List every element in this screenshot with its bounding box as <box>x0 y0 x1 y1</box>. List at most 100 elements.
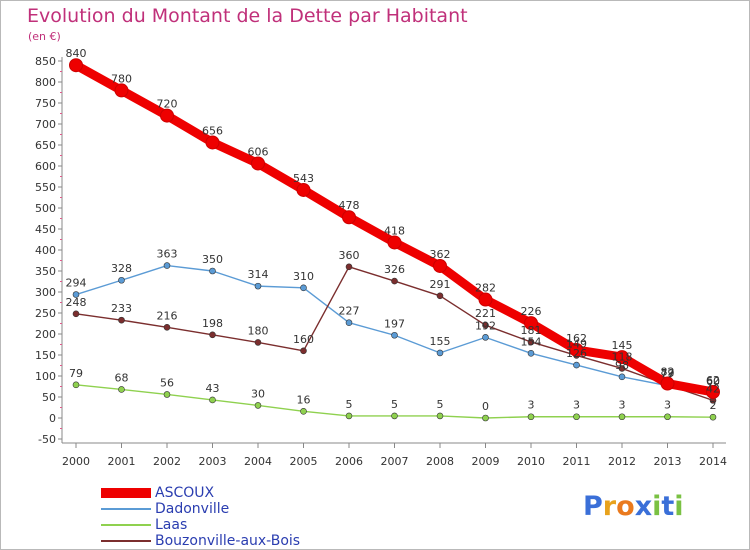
series-point-0 <box>251 156 265 171</box>
x-tick-label: 2000 <box>62 455 90 468</box>
y-tick-label: 250 <box>35 307 56 320</box>
legend-swatch-bouzonville <box>101 540 151 542</box>
series-point-1 <box>482 334 489 341</box>
series-point-0 <box>387 235 402 250</box>
series-point-0 <box>615 350 629 365</box>
series-point-1 <box>209 267 216 275</box>
data-label-1: 192 <box>475 319 496 332</box>
x-tick-label: 2008 <box>426 455 454 468</box>
series-point-2 <box>527 413 535 421</box>
data-label-1: 294 <box>66 277 87 290</box>
x-tick-label: 2004 <box>244 455 272 468</box>
series-point-3 <box>345 263 353 271</box>
data-label-1: 126 <box>566 347 587 360</box>
data-label-3: 198 <box>202 317 223 330</box>
series-point-3 <box>618 365 626 372</box>
data-label-3: 216 <box>157 309 178 322</box>
x-tick-label: 2007 <box>381 455 409 468</box>
data-label-0: 145 <box>612 339 633 352</box>
data-label-1: 60 <box>706 375 720 388</box>
data-label-0: 162 <box>566 332 587 345</box>
data-label-2: 5 <box>437 398 444 411</box>
series-point-3 <box>300 347 307 355</box>
x-tick-label: 2011 <box>563 455 591 468</box>
series-point-2 <box>573 413 580 421</box>
chart-title: Evolution du Montant de la Dette par Hab… <box>27 5 468 27</box>
data-label-0: 418 <box>384 224 405 237</box>
data-label-2: 43 <box>206 382 220 395</box>
legend-item-dadonville: Dadonville <box>101 501 300 517</box>
logo-letter: P <box>583 491 603 522</box>
series-point-0 <box>433 258 447 273</box>
data-label-3: 221 <box>475 307 496 320</box>
logo-letter: r <box>602 491 617 522</box>
data-label-2: 16 <box>297 393 311 406</box>
x-tick-label: 2001 <box>108 455 136 468</box>
series-point-0 <box>478 292 493 307</box>
legend-item-laas: Laas <box>101 517 300 533</box>
x-tick-label: 2003 <box>199 455 227 468</box>
data-label-0: 62 <box>706 374 720 387</box>
data-label-3: 248 <box>66 296 87 309</box>
series-point-3 <box>527 338 535 346</box>
series-point-1 <box>163 262 171 269</box>
series-point-1 <box>72 291 80 298</box>
series-point-2 <box>345 412 353 420</box>
data-label-2: 79 <box>69 367 83 380</box>
y-tick-label: 50 <box>42 391 56 404</box>
y-tick-label: -50 <box>38 433 56 446</box>
data-label-0: 543 <box>293 172 314 185</box>
data-label-2: 2 <box>710 399 717 412</box>
series-point-1 <box>573 361 580 369</box>
series-point-1 <box>254 282 262 290</box>
data-label-0: 656 <box>202 124 223 137</box>
data-label-2: 5 <box>346 398 353 411</box>
series-point-2 <box>118 386 125 393</box>
y-tick-label: 700 <box>35 118 56 131</box>
data-label-1: 77 <box>661 368 675 381</box>
series-point-3 <box>482 321 489 329</box>
x-tick-label: 2013 <box>654 455 682 468</box>
logo-letter: i <box>652 491 662 522</box>
legend-item-bouzonville: Bouzonville-aux-Bois <box>101 533 300 549</box>
data-label-3: 42 <box>706 382 720 395</box>
series-point-0 <box>114 83 129 98</box>
legend: ASCOUX Dadonville Laas Bouzonville-aux-B… <box>101 485 300 549</box>
y-tick-label: 650 <box>35 139 56 152</box>
proxiti-logo: Proxiti <box>583 491 684 522</box>
data-label-0: 720 <box>157 98 178 111</box>
data-label-3: 360 <box>339 249 360 262</box>
data-label-3: 79 <box>661 367 675 380</box>
data-label-0: 780 <box>111 72 132 85</box>
series-point-2 <box>163 391 171 398</box>
series-point-2 <box>72 381 80 389</box>
series-point-3 <box>163 323 171 331</box>
data-label-3: 291 <box>430 278 451 291</box>
data-label-1: 363 <box>157 248 178 261</box>
legend-label-laas: Laas <box>155 517 188 533</box>
data-label-2: 3 <box>619 399 626 412</box>
data-label-2: 5 <box>391 398 398 411</box>
logo-letter: x <box>634 491 653 522</box>
y-tick-label: 0 <box>49 412 56 425</box>
x-tick-label: 2009 <box>472 455 500 468</box>
series-point-2 <box>436 412 444 420</box>
data-label-2: 3 <box>528 399 535 412</box>
data-label-3: 233 <box>111 302 132 315</box>
y-tick-label: 350 <box>35 265 56 278</box>
data-label-1: 350 <box>202 253 223 266</box>
x-tick-label: 2006 <box>335 455 363 468</box>
data-label-0: 82 <box>661 366 675 379</box>
data-label-1: 227 <box>339 305 360 318</box>
y-tick-label: 500 <box>35 202 56 215</box>
legend-label-bouzonville: Bouzonville-aux-Bois <box>155 533 301 549</box>
series-point-1 <box>527 350 535 357</box>
data-label-3: 160 <box>293 333 314 346</box>
x-tick-label: 2002 <box>153 455 181 468</box>
data-label-2: 0 <box>482 400 489 413</box>
data-label-2: 3 <box>573 399 580 412</box>
y-tick-label: 550 <box>35 181 56 194</box>
y-tick-label: 600 <box>35 160 56 173</box>
series-point-3 <box>254 339 262 346</box>
